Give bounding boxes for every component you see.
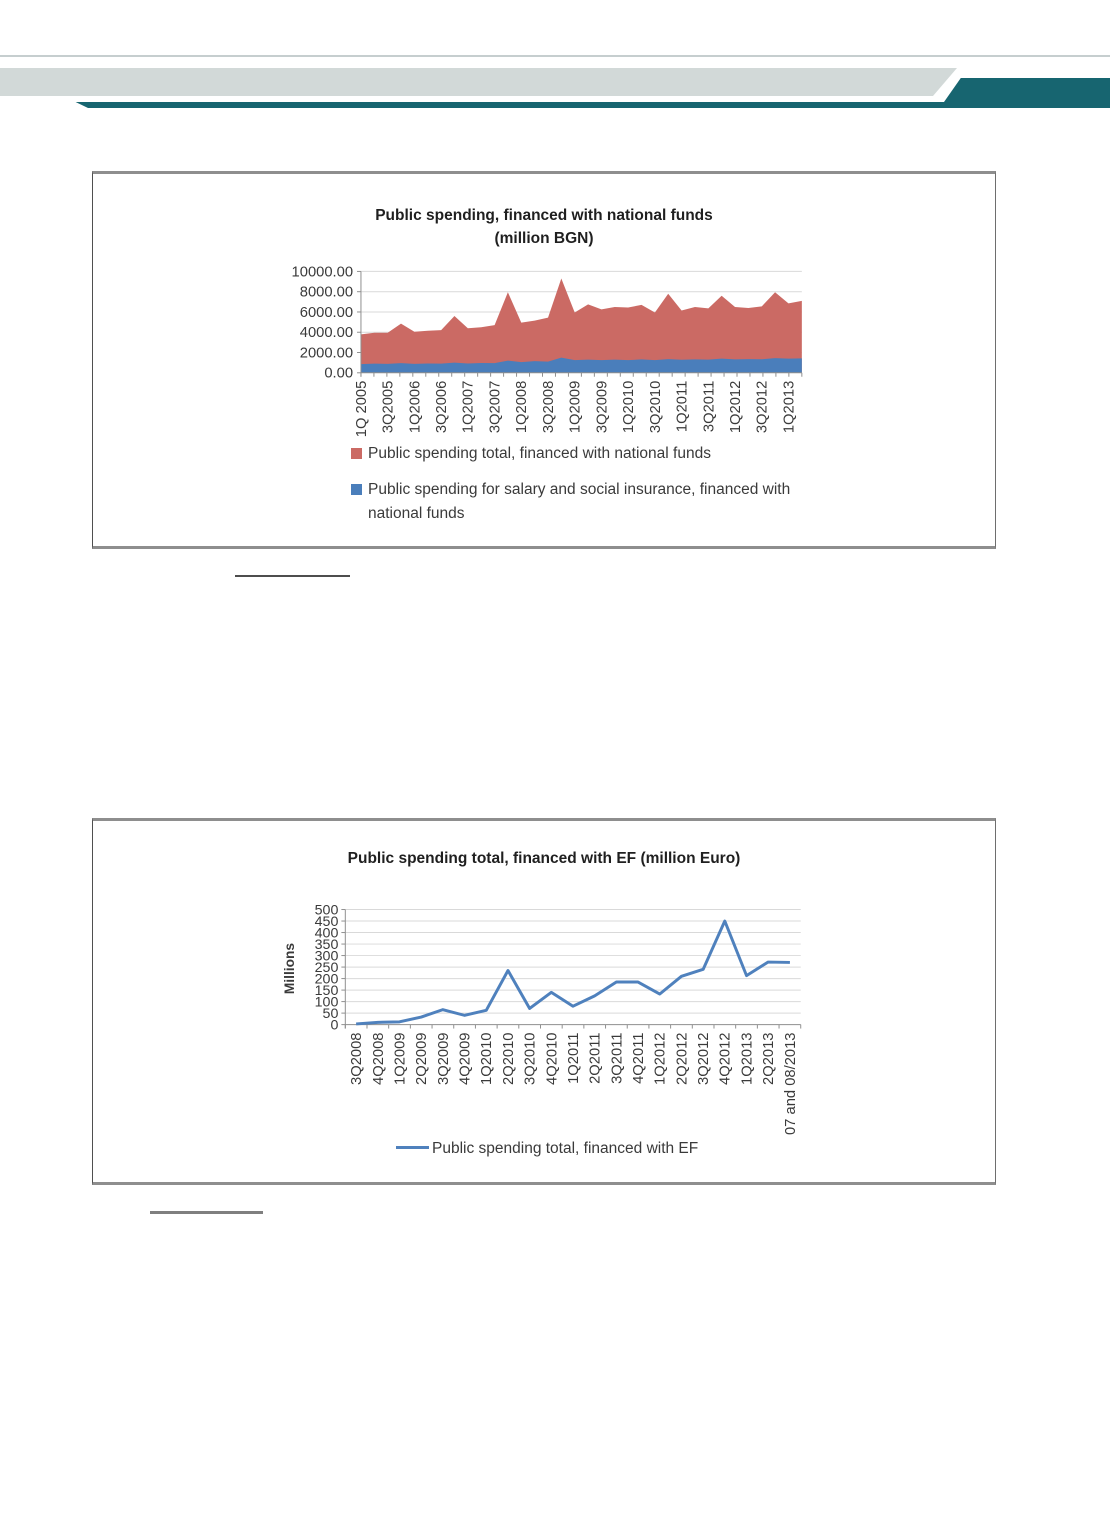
svg-text:2000.00: 2000.00 (300, 345, 353, 361)
footnote-rule-1 (235, 575, 350, 577)
svg-text:3Q2012: 3Q2012 (755, 381, 771, 433)
svg-text:10000.00: 10000.00 (292, 264, 354, 280)
chart1-x-axis-labels: 1Q 2005 3Q2005 1Q2006 3Q2006 1Q2007 3Q2007 1Q2… (354, 381, 798, 438)
svg-text:3Q2008: 3Q2008 (541, 381, 557, 433)
svg-text:350: 350 (315, 937, 339, 953)
svg-text:2Q2013: 2Q2013 (761, 1032, 777, 1085)
svg-text:300: 300 (315, 948, 339, 964)
chart2-gridlines (345, 909, 801, 1014)
svg-text:3Q2010: 3Q2010 (648, 381, 664, 433)
svg-text:1Q2013: 1Q2013 (781, 381, 797, 433)
chart1-area-1 (360, 357, 802, 373)
svg-text:200: 200 (315, 971, 339, 987)
chart1-legend-label-total: Public spending total, financed with nat… (368, 445, 711, 462)
svg-text:0: 0 (330, 1018, 338, 1034)
chart1-axes (360, 271, 803, 377)
chart1-title-line1: Public spending, financed with national … (375, 207, 713, 224)
chart2-legend-item: Public spending total, financed with EF (396, 1137, 896, 1161)
svg-text:250: 250 (315, 960, 339, 976)
svg-text:2Q2010: 2Q2010 (501, 1032, 517, 1085)
chart1-legend-item-salary: Public spending for salary and social in… (351, 478, 811, 526)
legend-swatch-blue (351, 484, 362, 495)
svg-text:8000.00: 8000.00 (300, 285, 353, 301)
svg-text:4Q2012: 4Q2012 (718, 1032, 734, 1085)
svg-text:1Q2009: 1Q2009 (568, 381, 584, 433)
svg-text:4000.00: 4000.00 (300, 325, 353, 341)
chart2-plot: 500450400350300250200150100500Millions3Q… (282, 902, 802, 1135)
svg-text:150: 150 (315, 983, 339, 999)
svg-text:4Q2009: 4Q2009 (458, 1032, 474, 1085)
svg-text:3Q2005: 3Q2005 (381, 381, 397, 433)
svg-text:4Q2008: 4Q2008 (371, 1032, 387, 1085)
svg-text:3Q2007: 3Q2007 (488, 381, 504, 433)
chart2-title-line1: Public spending total, financed with EF … (347, 850, 741, 867)
banner-gray-band (0, 68, 957, 96)
chart1-area-0 (360, 278, 802, 373)
svg-text:450: 450 (315, 914, 339, 930)
svg-text:1Q2009: 1Q2009 (392, 1032, 408, 1085)
svg-text:4Q2010: 4Q2010 (544, 1032, 560, 1085)
chart1-plot: 10000.00 8000.00 6000.00 4000.00 2000.00 0.00… (292, 264, 803, 438)
svg-text:3Q2009: 3Q2009 (594, 381, 610, 433)
svg-text:3Q2012: 3Q2012 (696, 1032, 712, 1085)
svg-text:07 and 08/2013: 07 and 08/2013 (783, 1032, 799, 1135)
svg-text:400: 400 (315, 925, 339, 941)
chart2-container: Public spending total, financed with EF … (92, 818, 996, 1185)
svg-text:2Q2012: 2Q2012 (674, 1032, 690, 1085)
svg-text:1Q2007: 1Q2007 (461, 381, 477, 433)
chart1-legend-label-salary: Public spending for salary and social in… (368, 481, 791, 522)
svg-text:3Q2009: 3Q2009 (436, 1032, 452, 1085)
svg-text:0.00: 0.00 (324, 366, 353, 382)
chart2-legend-label: Public spending total, financed with EF (432, 1140, 699, 1157)
svg-text:1Q2011: 1Q2011 (675, 381, 691, 432)
svg-text:6000.00: 6000.00 (300, 305, 353, 321)
svg-text:1Q2013: 1Q2013 (739, 1032, 755, 1085)
svg-text:3Q2011: 3Q2011 (701, 381, 717, 432)
legend-line-marker (396, 1146, 429, 1149)
chart2-title: Public spending total, financed with EF … (93, 847, 995, 870)
svg-text:1Q2010: 1Q2010 (621, 381, 637, 433)
chart1-area-series (360, 278, 802, 373)
chart2-line-series (356, 919, 790, 1026)
chart2-x-axis-labels: 3Q2008 4Q2008 1Q2009 2Q2009 3Q2009 4Q2009 1Q20… (349, 1032, 799, 1135)
svg-text:4Q2011: 4Q2011 (631, 1032, 647, 1083)
header-banner (0, 55, 1110, 108)
footnote-rule-2 (150, 1211, 263, 1214)
legend-swatch-red (351, 448, 362, 459)
chart2-y-axis-title: Millions (282, 943, 297, 995)
svg-text:1Q2006: 1Q2006 (407, 381, 423, 433)
svg-text:3Q2010: 3Q2010 (523, 1032, 539, 1085)
chart1-y-axis-labels: 10000.00 8000.00 6000.00 4000.00 2000.00 0.00 (292, 264, 361, 382)
svg-text:1Q2011: 1Q2011 (566, 1032, 582, 1083)
svg-text:1Q2012: 1Q2012 (653, 1032, 669, 1085)
svg-text:50: 50 (323, 1006, 339, 1022)
chart1-container: Public spending, financed with national … (92, 171, 996, 549)
svg-text:500: 500 (315, 902, 339, 918)
chart1-title: Public spending, financed with national … (93, 204, 995, 250)
svg-text:3Q2006: 3Q2006 (434, 381, 450, 433)
svg-text:2Q2009: 2Q2009 (414, 1032, 430, 1085)
svg-text:3Q2011: 3Q2011 (609, 1032, 625, 1083)
svg-text:1Q2012: 1Q2012 (728, 381, 744, 433)
svg-text:100: 100 (315, 995, 339, 1011)
svg-text:1Q 2005: 1Q 2005 (354, 381, 370, 438)
svg-text:2Q2011: 2Q2011 (588, 1032, 604, 1083)
svg-text:1Q2010: 1Q2010 (479, 1032, 495, 1085)
banner-thin-line (0, 55, 1110, 57)
svg-text:1Q2008: 1Q2008 (514, 381, 530, 433)
chart1-legend-item-total: Public spending total, financed with nat… (351, 442, 951, 466)
chart2-axes (344, 909, 802, 1029)
svg-text:3Q2008: 3Q2008 (349, 1032, 365, 1085)
chart1-title-line2: (million BGN) (494, 230, 594, 247)
